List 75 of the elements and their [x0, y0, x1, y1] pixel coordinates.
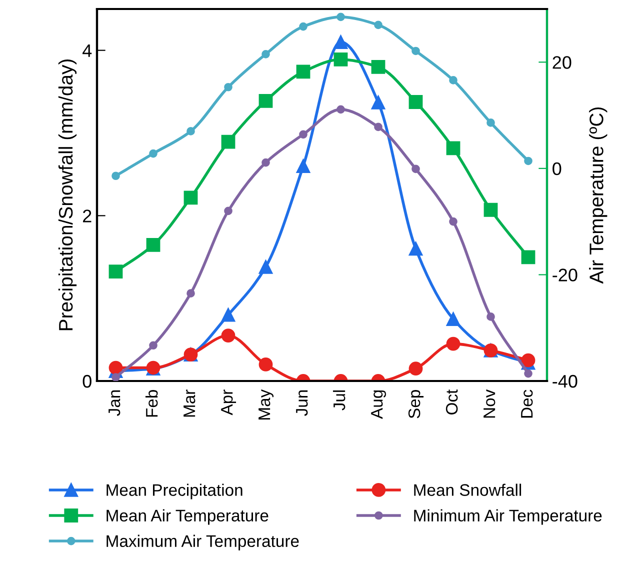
point — [334, 35, 348, 50]
point — [146, 238, 160, 252]
point — [186, 289, 195, 298]
point — [108, 360, 123, 375]
point — [446, 312, 460, 326]
y-axis-title: Precipitation/Snowfall (mm/day) — [58, 60, 77, 330]
point — [258, 94, 273, 108]
point — [486, 312, 495, 321]
point — [408, 95, 423, 109]
point — [374, 122, 382, 132]
point — [184, 190, 198, 205]
point — [412, 46, 420, 56]
x-tick-label: Jan — [108, 390, 120, 416]
point — [412, 164, 420, 174]
x-tick-label: Dec — [521, 390, 533, 418]
point — [524, 156, 532, 166]
y2-tick-label: -40 — [552, 374, 578, 388]
point — [296, 159, 310, 174]
x-tick-label: Jul — [332, 390, 346, 410]
legend-label: Maximum Air Temperature — [106, 534, 299, 550]
y2-axis-title: Air Temperature (ºC) — [589, 107, 608, 284]
point — [449, 76, 458, 84]
point — [336, 12, 345, 22]
point — [149, 341, 158, 350]
point — [186, 127, 195, 136]
point — [408, 362, 423, 376]
point — [299, 22, 308, 31]
x-tick-label: Apr — [221, 390, 236, 416]
point — [484, 202, 498, 217]
point — [296, 64, 310, 79]
y-tick-label: 0 — [82, 374, 92, 388]
legend-label: Minimum Air Temperature — [414, 509, 602, 525]
x-tick-label: Aug — [371, 390, 386, 419]
point — [446, 336, 460, 351]
point — [108, 264, 123, 278]
point — [221, 308, 236, 322]
y-tick-label: 4 — [82, 44, 92, 57]
point — [221, 134, 236, 149]
point — [446, 141, 460, 156]
point — [336, 105, 345, 114]
point — [299, 130, 308, 139]
y2-tick-label: 20 — [552, 56, 572, 69]
point — [524, 369, 532, 378]
point — [149, 149, 158, 158]
x-tick-label: Jun — [296, 390, 308, 416]
point — [262, 158, 270, 167]
point — [408, 242, 423, 256]
y2-tick-label: 0 — [552, 162, 562, 176]
point — [258, 260, 273, 274]
point — [334, 52, 348, 66]
x-tick-label: Oct — [446, 389, 458, 414]
x-tick-label: May — [258, 389, 274, 420]
point — [374, 20, 382, 30]
point — [258, 358, 273, 372]
point — [112, 172, 120, 180]
point — [371, 60, 386, 74]
point — [486, 118, 495, 127]
x-tick-label: Feb — [145, 390, 158, 417]
legend-label: Mean Air Temperature — [106, 509, 268, 525]
point — [521, 353, 536, 368]
point — [371, 95, 386, 110]
point — [521, 250, 536, 264]
point — [221, 328, 236, 342]
point — [449, 217, 458, 226]
point — [224, 82, 232, 92]
y-tick-label: 2 — [83, 210, 92, 222]
x-tick-label: Sep — [408, 390, 424, 418]
legend-label: Mean Snowfall — [414, 484, 522, 496]
point — [224, 206, 232, 216]
legend-label: Mean Precipitation — [106, 484, 242, 500]
point — [112, 373, 120, 381]
x-tick-label: Nov — [484, 389, 496, 418]
point — [262, 50, 270, 58]
y2-tick-label: -20 — [552, 268, 578, 282]
x-tick-label: Mar — [184, 390, 196, 417]
